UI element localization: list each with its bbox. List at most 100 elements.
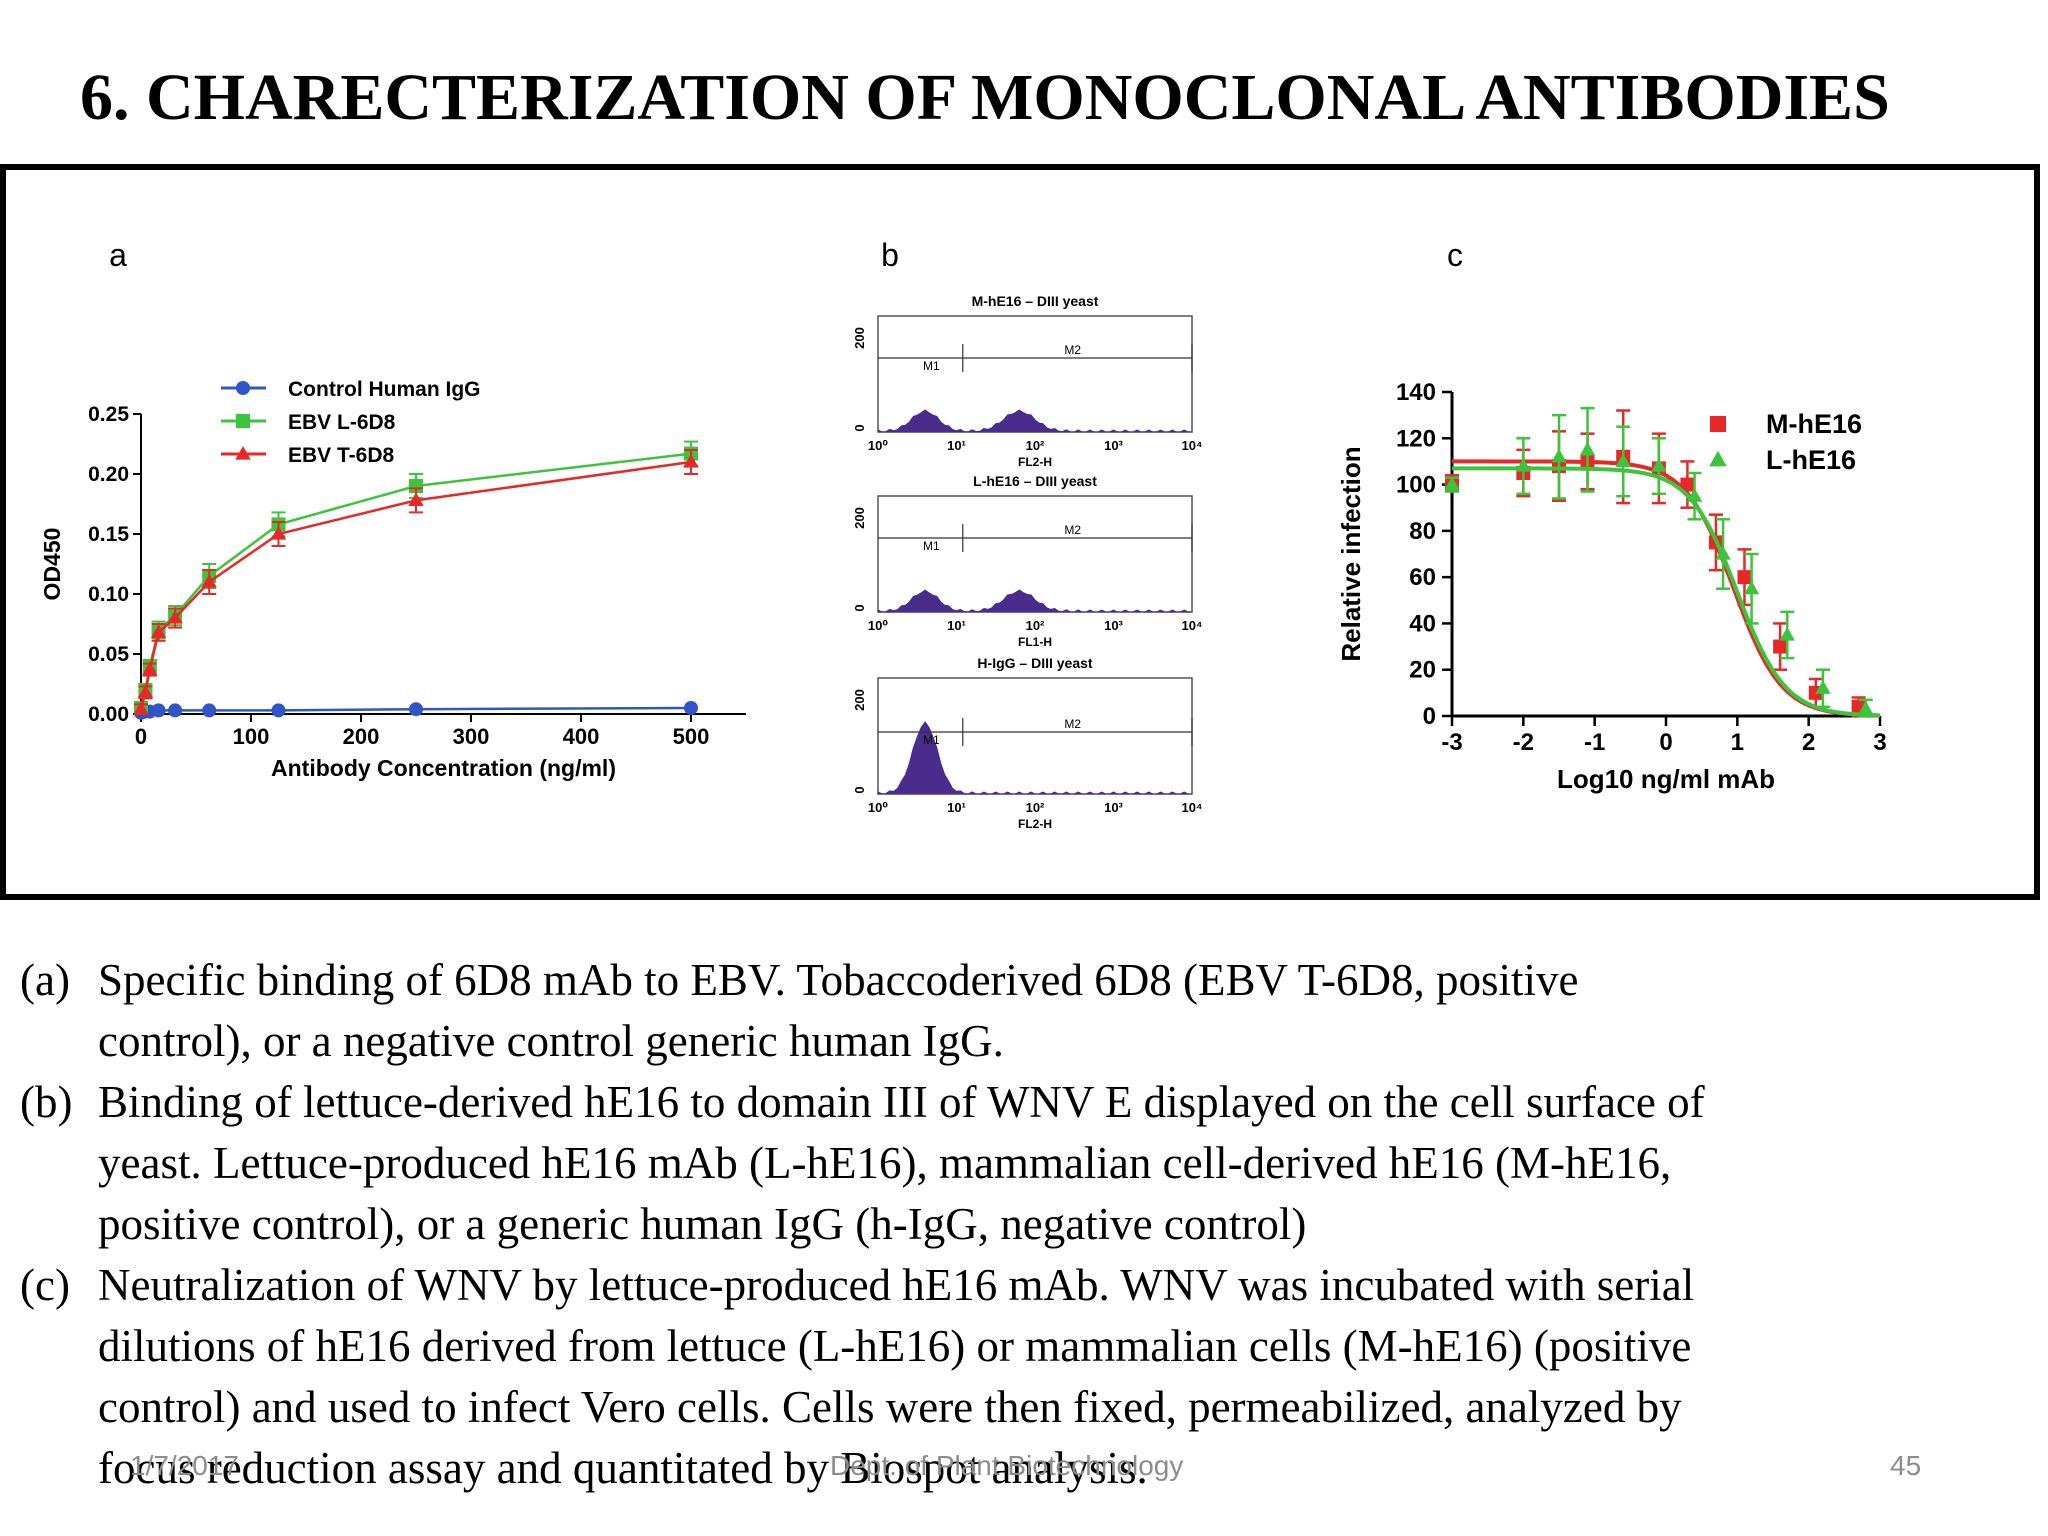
panel-a-legend-label: EBV T-6D8 [288, 444, 395, 467]
panel-b-histogram [877, 589, 1192, 613]
panel-c-data-point [1444, 476, 1460, 491]
panel-a-data-point [167, 609, 183, 624]
caption-list: (a) Specific binding of 6D8 mAb to EBV. … [20, 950, 2020, 1499]
panel-b-x-tick-label: 10⁰ [868, 438, 888, 453]
panel-c-y-tick-label: 120 [1396, 425, 1436, 452]
panel-b-y-tick-label: 200 [852, 689, 867, 711]
panel-a-x-axis-label: Antibody Concentration (ng/ml) [271, 755, 616, 781]
panel-c-data-point [1551, 448, 1567, 463]
panel-c-y-tick-label: 60 [1409, 564, 1436, 591]
panel-a-data-point [201, 573, 217, 588]
panel-b-plot-title: M-hE16 – DIII yeast [972, 293, 1099, 309]
caption-a-line: control), or a negative control generic … [98, 1016, 1004, 1066]
panel-c-data-point [1743, 580, 1760, 595]
panel-c-y-tick-label: 80 [1409, 518, 1436, 545]
panel-b-y-tick-label: 0 [852, 604, 867, 611]
panel-a-letter: a [109, 237, 127, 273]
panel-c-data-point [1737, 570, 1752, 585]
caption-b-line: positive control), or a generic human Ig… [98, 1199, 1307, 1249]
caption-c-line: control) and used to infect Vero cells. … [98, 1382, 1682, 1432]
panel-a-x-tick-label: 0 [135, 724, 147, 749]
figure-panels: a b c0.000.050.100.150.200.250 100 200 300 400… [39, 237, 1887, 831]
panel-c-x-tick-label: 1 [1731, 729, 1744, 756]
panel-c-x-tick-label: -2 [1513, 729, 1534, 756]
caption-c-line: focus reduction assay and quantitated by… [98, 1443, 1148, 1493]
panel-a-y-tick-label: 0.15 [88, 523, 129, 546]
panel-b-letter: b [881, 237, 899, 273]
panel-c-y-axis-label: Relative infection [1336, 446, 1366, 661]
panel-b-x-tick-label: 10² [1026, 618, 1045, 633]
panel-a-data-point [202, 703, 217, 718]
panel-c-x-tick-label: -3 [1441, 729, 1462, 756]
panel-a-legend-label: Control Human IgG [288, 378, 481, 401]
panel-a-data-point [408, 492, 424, 506]
panel-a-x-tick-label: 400 [563, 724, 600, 749]
figure-frame: a b c 0.00 0.05 0.10 0.15 0.20 0.25 0 100 200 300 400… [0, 164, 2040, 900]
panel-a-y-axis-label: OD450 [39, 528, 65, 601]
panel-c-y-tick-label: 0 [1423, 703, 1436, 730]
slide-title: 6. CHARECTERIZATION OF MONOCLONAL ANTIBO… [80, 61, 1890, 134]
panel-b-y-tick-label: 0 [852, 786, 867, 793]
caption-b-label: (b) [20, 1077, 73, 1127]
panel-a-data-point [270, 525, 287, 540]
caption-b-line: yeast. Lettuce-produced hE16 mAb (L-hE16… [98, 1138, 1672, 1188]
panel-c-letter: c [1447, 237, 1463, 273]
panel-a-x-tick-label: 200 [343, 724, 380, 749]
panel-b-x-axis-label: FL2-H [1018, 455, 1052, 469]
panel-a-y-tick-label: 0.25 [88, 403, 129, 426]
panel-a-data-point [133, 701, 149, 715]
panel-b-x-tick-label: 10³ [1104, 618, 1123, 633]
panel-c-x-tick-label: 2 [1802, 729, 1815, 756]
caption-b: (b) Binding of lettuce-derived hE16 to d… [20, 1072, 2020, 1255]
panel-b-x-tick-label: 10³ [1104, 438, 1123, 453]
panel-a-data-point [142, 661, 158, 676]
panel-b-x-tick-label: 10² [1026, 800, 1045, 815]
panel-c-legend-label: L-hE16 [1766, 445, 1856, 475]
panel-c-x-tick-label: 3 [1873, 729, 1886, 756]
caption-c-label: (c) [20, 1260, 70, 1310]
panel-c-data-point [1579, 441, 1596, 456]
panel-b-x-tick-label: 10⁰ [868, 618, 888, 633]
panel-a-y-tick-label: 0.10 [88, 583, 129, 606]
panel-b-y-tick-label: 200 [852, 327, 867, 349]
panel-b-histogram [877, 721, 1192, 795]
panel-a-legend-label: EBV L-6D8 [288, 411, 396, 434]
panel-b-histogram [877, 409, 1192, 433]
caption-b-line: Binding of lettuce-derived hE16 to domai… [98, 1077, 1705, 1127]
panel-b-x-axis-label: FL2-H [1018, 817, 1052, 831]
panel-c-y-tick-label: 140 [1396, 379, 1436, 406]
panel-c-data-point [1686, 488, 1703, 502]
caption-a: (a) Specific binding of 6D8 mAb to EBV. … [20, 950, 2020, 1072]
panel-a-data-point [409, 479, 423, 493]
panel-a-x-tick-label: 100 [233, 724, 270, 749]
panel-c-y-tick-label: 40 [1409, 610, 1436, 637]
caption-a-line: Specific binding of 6D8 mAb to EBV. Toba… [98, 955, 1579, 1005]
footer-date: 1/7/2017 [130, 1450, 239, 1481]
panel-a-legend-marker [235, 445, 251, 460]
panel-a-data-point [409, 702, 423, 717]
panel-b-x-tick-label: 10³ [1104, 800, 1123, 815]
caption-a-label: (a) [20, 955, 70, 1005]
panel-c-data-point [1779, 626, 1795, 641]
panel-b-y-tick-label: 0 [852, 424, 867, 431]
panel-b-y-tick-label: 200 [852, 507, 867, 529]
panel-b-gate-label: M1 [923, 733, 940, 747]
panel-b-x-axis-label: FL1-H [1018, 635, 1052, 649]
panel-b-gate-label: M2 [1064, 343, 1081, 357]
panel-a-data-point [168, 703, 183, 718]
panel-b-x-tick-label: 10⁴ [1182, 618, 1203, 633]
panel-c-data-point [1773, 639, 1788, 654]
panel-a-x-tick-label: 500 [673, 724, 710, 749]
panel-b-gate-label: M2 [1064, 717, 1081, 731]
panel-c-data-point [1858, 701, 1874, 715]
panel-c-x-tick-label: -1 [1584, 729, 1605, 756]
panel-a-data-point [151, 703, 166, 718]
caption-c-line: dilutions of hE16 derived from lettuce (… [98, 1321, 1692, 1371]
panel-c-data-point [1715, 545, 1731, 560]
panel-b-x-tick-label: 10¹ [947, 618, 966, 633]
panel-b-gate-label: M1 [923, 359, 940, 373]
panel-a-legend-marker [236, 381, 250, 395]
panel-c-legend-label: M-hE16 [1766, 409, 1862, 439]
panel-c-data-point [1615, 453, 1631, 468]
panel-c-y-tick-label: 20 [1409, 657, 1436, 684]
